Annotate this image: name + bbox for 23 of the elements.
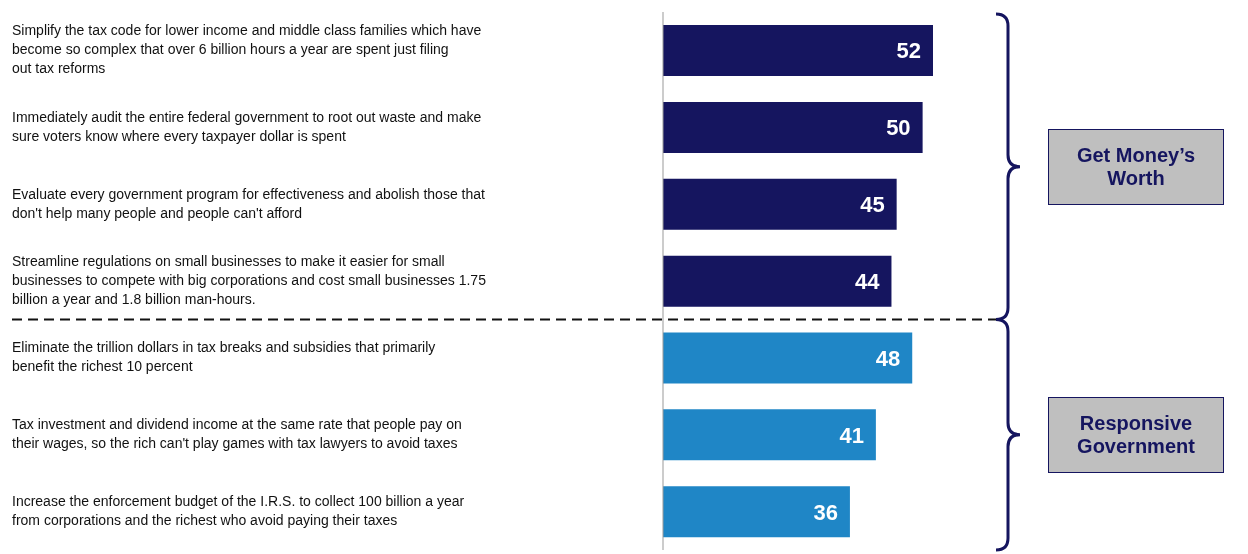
bar (663, 486, 850, 538)
text: Responsive Government (1048, 396, 1224, 473)
bar (663, 332, 913, 384)
data-label: 41 (839, 422, 864, 448)
data-label: 44 (854, 268, 881, 294)
y-tick-label: Tax investment and dividend income at the same rate that people pay on their wages, so the rich can't play games with tax lawyers to avoid taxes (12, 415, 462, 451)
bar (663, 101, 923, 153)
y-tick-label: Eliminate the trillion dollars in tax breaks and subsidies that primarily benefit the richest 10 percent (12, 339, 436, 375)
data-label: 52 (896, 38, 921, 64)
y-tick-label: Increase the enforcement budget of the I.R.S. to collect 100 billion a year from corporations and the richest who avoid paying their taxes (12, 492, 465, 528)
y-tick-label: Evaluate every government program for effectiveness and abolish those that don't help many people and people can't afford (12, 185, 486, 221)
text: Get Money’s Worth (1048, 128, 1224, 205)
data-label: 36 (813, 499, 838, 525)
y-tick-label: Immediately audit the entire federal government to root out waste and make sure voters know where every taxpayer dollar is spent (12, 108, 482, 144)
bar (663, 255, 892, 307)
bar (663, 409, 876, 461)
bar (663, 178, 897, 230)
data-label: 48 (875, 345, 901, 371)
data-label: 45 (860, 192, 885, 218)
y-tick-label: Simplify the tax code for lower income and middle class families which have become so complex that over 6 billion hours a year are spent just filing out tax reforms (12, 22, 482, 77)
data-label: 50 (886, 115, 911, 141)
bar (663, 25, 933, 77)
y-tick-label: Streamline regulations on small businesses to make it easier for small businesses to compete with big corporations and cost small businesses 1.75 billion a year and 1.8 billion man-hours. (12, 252, 487, 307)
